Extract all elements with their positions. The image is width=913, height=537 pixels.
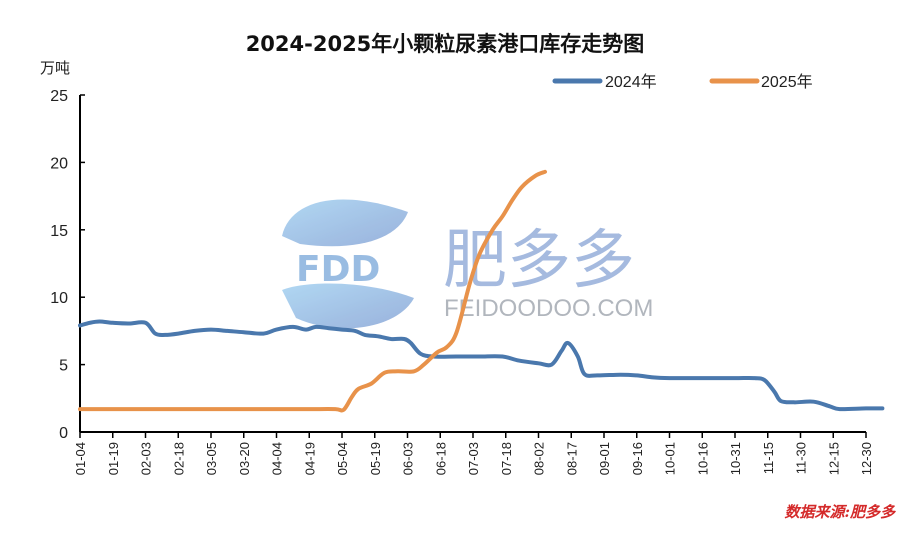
x-tick-label: 07-18 <box>499 442 514 475</box>
legend: 2024年 2025年 <box>552 73 813 91</box>
x-tick-label: 04-19 <box>302 442 317 475</box>
x-tick-label: 10-01 <box>663 442 678 475</box>
x-tick-label: 02-03 <box>139 442 154 475</box>
x-tick-label: 02-18 <box>171 442 186 475</box>
y-tick-label: 25 <box>50 88 68 105</box>
x-tick-label: 09-01 <box>597 442 612 475</box>
logo-leaf-top-icon <box>282 199 408 247</box>
x-tick-label: 07-03 <box>466 442 481 475</box>
x-tick-label: 01-19 <box>106 442 121 475</box>
watermark-brand-cn: 肥多多 <box>443 224 635 298</box>
y-tick-label: 10 <box>50 290 68 307</box>
x-tick-label: 06-03 <box>401 442 416 475</box>
x-tick-label: 11-15 <box>761 442 776 474</box>
x-tick-label: 04-04 <box>270 442 285 475</box>
watermark: FDD 肥多多 FEIDOODOO.COM <box>282 199 653 329</box>
x-tick-label: 03-05 <box>204 442 219 475</box>
watermark-brand-en: FEIDOODOO.COM <box>444 295 653 322</box>
legend-item-2024[interactable]: 2024年 <box>552 73 657 91</box>
logo-fdd-text: FDD <box>296 249 380 290</box>
x-tick-label: 09-16 <box>630 442 645 475</box>
series-layer <box>78 169 885 413</box>
y-axis-unit-label: 万吨 <box>40 59 70 77</box>
x-tick-label: 08-17 <box>564 442 579 475</box>
x-tick-label: 06-18 <box>433 442 448 475</box>
y-tick-label: 0 <box>59 425 68 442</box>
axes: 0 5 10 15 20 25 01-04 01-19 02-03 02-18 03-05 03-20… <box>50 88 874 475</box>
x-tick-label: 05-04 <box>335 442 350 475</box>
x-tick-label: 12-15 <box>826 442 841 475</box>
x-tick-label: 10-16 <box>695 442 710 475</box>
x-tick-label: 10-31 <box>728 442 743 475</box>
logo-leaf-bottom-icon <box>282 283 414 329</box>
x-tick-label: 01-04 <box>73 442 88 475</box>
x-tick-label: 03-20 <box>237 442 252 475</box>
legend-item-2025[interactable]: 2025年 <box>709 73 813 91</box>
data-source-note: 数据来源:肥多多 <box>784 503 896 521</box>
y-tick-label: 20 <box>50 155 68 172</box>
series-line-2024年 <box>78 319 885 412</box>
chart-title: 2024-2025年小颗粒尿素港口库存走势图 <box>246 32 645 56</box>
x-tick-label: 11-30 <box>794 442 809 474</box>
y-tick-label: 5 <box>59 358 68 375</box>
series-line-2025年 <box>78 169 547 413</box>
y-tick-label: 15 <box>50 223 68 240</box>
legend-label-2024: 2024年 <box>605 73 657 91</box>
x-tick-label: 12-30 <box>859 442 874 475</box>
legend-label-2025: 2025年 <box>761 73 813 91</box>
x-tick-label: 05-19 <box>368 442 383 475</box>
x-tick-label: 08-02 <box>532 442 547 475</box>
